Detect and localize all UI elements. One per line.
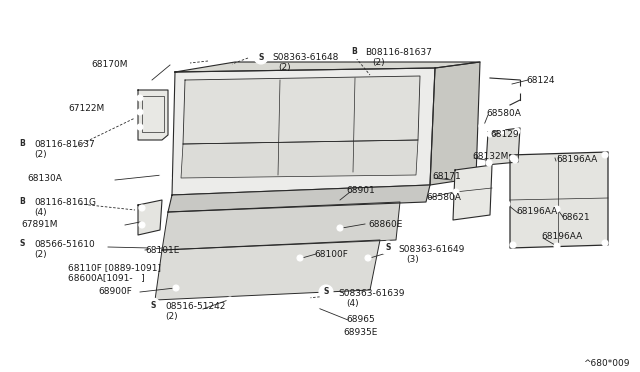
Circle shape	[554, 243, 560, 249]
Circle shape	[479, 123, 485, 129]
Text: B: B	[19, 138, 25, 148]
Circle shape	[254, 50, 268, 64]
Text: (2): (2)	[34, 150, 47, 159]
Polygon shape	[430, 62, 480, 185]
Text: 68171: 68171	[432, 172, 461, 181]
Text: B: B	[351, 48, 357, 57]
Circle shape	[602, 152, 608, 158]
Circle shape	[504, 201, 510, 207]
Polygon shape	[138, 200, 162, 235]
Text: 68101E: 68101E	[145, 246, 179, 255]
Text: (2): (2)	[34, 250, 47, 259]
Text: S08363-61639: S08363-61639	[338, 289, 404, 298]
Circle shape	[347, 45, 361, 59]
Circle shape	[15, 236, 29, 250]
Circle shape	[453, 189, 459, 195]
Circle shape	[512, 157, 518, 163]
Text: 08116-8161G: 08116-8161G	[34, 198, 96, 207]
Circle shape	[15, 136, 29, 150]
Text: 08116-81637: 08116-81637	[34, 140, 95, 149]
Text: S08363-61649: S08363-61649	[398, 245, 465, 254]
Text: 68129: 68129	[490, 130, 518, 139]
Text: 67122M: 67122M	[68, 104, 105, 113]
Circle shape	[365, 255, 371, 261]
Text: 68132M: 68132M	[472, 152, 508, 161]
Text: S: S	[150, 301, 156, 310]
Circle shape	[337, 225, 343, 231]
Text: 68621: 68621	[561, 213, 589, 222]
Circle shape	[297, 255, 303, 261]
Text: 68901: 68901	[346, 186, 375, 195]
Text: 68100F: 68100F	[314, 250, 348, 259]
Text: 68900F: 68900F	[98, 287, 132, 296]
Circle shape	[137, 109, 143, 115]
Circle shape	[486, 160, 492, 166]
Circle shape	[15, 194, 29, 208]
Text: B: B	[19, 196, 25, 205]
Circle shape	[487, 131, 493, 137]
Text: 68170M: 68170M	[92, 60, 128, 69]
Circle shape	[146, 298, 160, 312]
Text: 08566-51610: 08566-51610	[34, 240, 95, 249]
Text: S: S	[259, 52, 264, 61]
Polygon shape	[138, 90, 168, 140]
Text: 68130A: 68130A	[27, 174, 62, 183]
Circle shape	[313, 305, 319, 311]
Text: (3): (3)	[406, 255, 419, 264]
Text: (2): (2)	[165, 312, 178, 321]
Text: 68196AA: 68196AA	[556, 155, 597, 164]
Text: (2): (2)	[278, 63, 291, 72]
Circle shape	[304, 295, 310, 301]
Polygon shape	[453, 165, 492, 220]
Polygon shape	[168, 185, 430, 212]
Text: 68600A[1091-   ]: 68600A[1091- ]	[68, 273, 145, 282]
Circle shape	[510, 155, 516, 161]
Text: (4): (4)	[346, 299, 358, 308]
Text: S: S	[385, 244, 390, 253]
Circle shape	[137, 95, 143, 101]
Circle shape	[381, 241, 395, 255]
Text: 68196AA: 68196AA	[541, 232, 582, 241]
Circle shape	[137, 124, 143, 130]
Text: 68110F [0889-1091]: 68110F [0889-1091]	[68, 263, 161, 272]
Circle shape	[602, 240, 608, 246]
Text: 68124: 68124	[526, 76, 554, 85]
Text: 68580A: 68580A	[486, 109, 521, 118]
Polygon shape	[175, 62, 480, 72]
Polygon shape	[510, 152, 608, 248]
Circle shape	[165, 175, 171, 181]
Text: (4): (4)	[34, 208, 47, 217]
Text: 68935E: 68935E	[343, 328, 378, 337]
Circle shape	[510, 242, 516, 248]
Polygon shape	[183, 76, 420, 144]
Circle shape	[499, 128, 505, 134]
Polygon shape	[181, 140, 418, 178]
Polygon shape	[155, 240, 380, 300]
Circle shape	[227, 297, 233, 303]
Circle shape	[319, 285, 333, 299]
Text: (2): (2)	[372, 58, 385, 67]
Text: B08116-81637: B08116-81637	[365, 48, 432, 57]
Circle shape	[173, 285, 179, 291]
Circle shape	[139, 205, 145, 211]
Text: S: S	[19, 238, 25, 247]
Circle shape	[514, 128, 520, 134]
Circle shape	[554, 206, 560, 212]
Polygon shape	[172, 68, 435, 195]
Circle shape	[517, 87, 523, 93]
Text: S: S	[323, 288, 329, 296]
Text: 68965: 68965	[346, 315, 375, 324]
Polygon shape	[486, 128, 520, 165]
Text: 67891M: 67891M	[22, 220, 58, 229]
Circle shape	[139, 222, 145, 228]
Circle shape	[160, 172, 166, 178]
Circle shape	[149, 245, 155, 251]
Text: 68196AA: 68196AA	[516, 207, 557, 216]
Text: 08516-51242: 08516-51242	[165, 302, 225, 311]
Polygon shape	[162, 202, 400, 250]
Text: 68860E: 68860E	[368, 220, 403, 229]
Text: 68580A: 68580A	[426, 193, 461, 202]
Text: S08363-61648: S08363-61648	[272, 53, 339, 62]
Text: ^680*009: ^680*009	[584, 359, 630, 368]
